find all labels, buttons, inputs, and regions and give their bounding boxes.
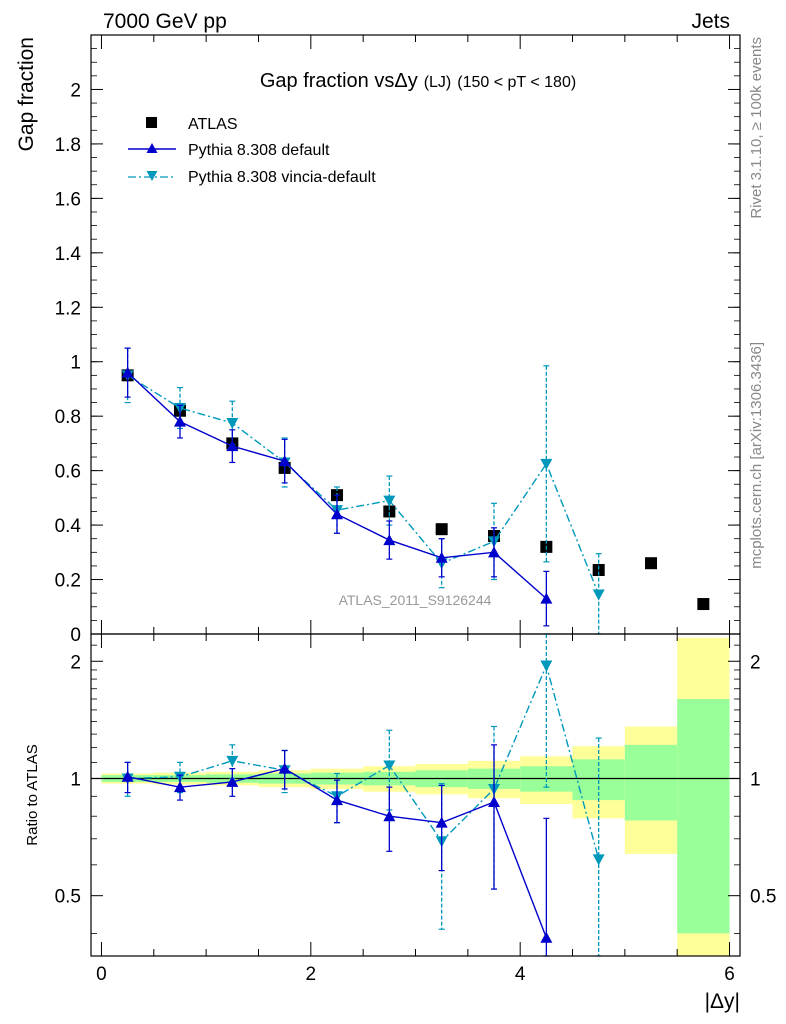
vincia-default-point	[592, 589, 605, 601]
main-ytick-label: 0.6	[55, 462, 81, 483]
main-ytick-label: 0.4	[55, 516, 82, 537]
header-energy-label: 7000 GeV pp	[103, 10, 227, 33]
main-ytick-label: 1.4	[55, 244, 82, 265]
ratio-pythia-default-point	[226, 775, 239, 787]
pythia-default-point	[383, 534, 396, 546]
ratio-ytick-label-right: 0.5	[750, 887, 776, 908]
ratio-pythia-default-point	[173, 781, 186, 793]
pythia-default-point	[278, 455, 291, 467]
pythia-default-point	[121, 366, 134, 378]
ratio-band-green	[624, 744, 678, 821]
legend-label-default: Pythia 8.308 default	[188, 142, 330, 159]
main-chart-title-text: Gap fraction vs	[260, 70, 395, 92]
main-ytick-label: 0.8	[55, 407, 81, 428]
legend-label-vincia: Pythia 8.308 vincia-default	[188, 169, 376, 186]
ratio-pythia-default-point	[488, 796, 501, 808]
main-chart-title-suffix-small: (LJ)	[424, 74, 452, 91]
ratio-vincia-default-line	[127, 663, 600, 860]
ratio-ytick-label-right: 1	[750, 769, 761, 790]
x-axis-label: |Δy|	[705, 990, 740, 1013]
ratio-uncertainty-bands	[101, 637, 730, 956]
main-ytick-label: 1.8	[55, 135, 81, 156]
ratio-panel-frame	[90, 633, 741, 957]
pythia-default-line	[127, 372, 547, 600]
ratio-band-green	[677, 699, 730, 934]
legend-marker-vincia	[146, 171, 158, 181]
main-ytick-label: 2	[70, 80, 81, 101]
main-legend: ATLAS Pythia 8.308 default Pythia 8.308 …	[128, 116, 376, 186]
ratio-series-layer	[121, 633, 605, 957]
ratio-pythia-default-point	[121, 770, 134, 782]
ratio-ytick-label: 0.5	[55, 887, 81, 908]
atlas-data-point	[383, 505, 396, 518]
x-tick-label: 2	[306, 964, 317, 985]
atlas-data-point	[645, 557, 658, 570]
ratio-pythia-default-point	[435, 816, 448, 828]
main-chart-title-symbol: Δy	[394, 70, 417, 92]
ratio-vincia-default-point	[540, 660, 553, 672]
main-y-axis-label: Gap fraction	[15, 37, 38, 151]
main-ytick-label: 1	[70, 353, 81, 374]
ratio-ytick-label: 1	[70, 769, 81, 790]
ratio-ytick-label: 2	[70, 652, 81, 673]
ratio-ytick-label-right: 2	[750, 652, 761, 673]
main-ytick-label: 0.2	[55, 571, 81, 592]
vincia-default-point	[540, 458, 553, 470]
main-ytick-labels: 0 0.2 0.4 0.6 0.8 1 1.2 1.4 1.6 1.8 2	[55, 80, 82, 646]
ratio-y-axis-label: Ratio to ATLAS	[24, 744, 41, 845]
ratio-vincia-default-point	[383, 760, 396, 772]
ratio-pythia-default-point	[383, 810, 396, 822]
ratio-pythia-default-point	[540, 931, 553, 943]
ratio-axis-ticks	[91, 634, 740, 956]
ratio-panel: 0.5 0.5 1 1 2 2 0 2 4 6 Ratio to ATLAS |Δy|	[24, 633, 777, 1013]
legend-marker-atlas	[146, 117, 157, 128]
main-chart-title: Gap fraction vsΔy (LJ) (150 < pT < 180)	[260, 70, 576, 92]
vincia-default-line	[127, 374, 600, 595]
main-ytick-label: 1.2	[55, 298, 81, 319]
legend-marker-default	[146, 143, 158, 153]
ratio-vincia-default-point	[226, 755, 239, 767]
ratio-pythia-default-point	[278, 762, 291, 774]
header-process-label: Jets	[691, 10, 730, 33]
x-tick-labels: 0 2 4 6	[96, 964, 735, 985]
pythia-default-point	[173, 415, 186, 427]
pythia-default-point	[435, 551, 448, 563]
vincia-default-point	[383, 495, 396, 507]
main-ytick-label: 1.6	[55, 189, 81, 210]
pythia-default-point	[330, 508, 343, 520]
vincia-default-point	[226, 417, 239, 429]
atlas-data-point	[592, 564, 605, 577]
rivet-version-label: Rivet 3.1.10, ≥ 100k events	[748, 37, 765, 219]
main-watermark: ATLAS_2011_S9126244	[339, 592, 492, 608]
pythia-default-point	[226, 440, 239, 452]
atlas-data-point	[435, 523, 448, 536]
pythia-default-point	[540, 592, 553, 604]
x-tick-label: 4	[515, 964, 526, 985]
mcplots-reference-label: mcplots.cern.ch [arXiv:1306.3436]	[748, 342, 765, 569]
pythia-default-point	[488, 546, 501, 558]
legend-label-atlas: ATLAS	[188, 116, 238, 133]
main-ytick-label: 0	[70, 625, 81, 646]
ratio-vincia-default-point	[592, 854, 605, 866]
ratio-ytick-labels: 0.5 0.5 1 1 2 2	[55, 652, 777, 907]
main-panel: 0 0.2 0.4 0.6 0.8 1 1.2 1.4 1.6 1.8 2 ATLAS_2011_S…	[15, 34, 741, 646]
main-chart-title-suffix: (150 < pT < 180)	[457, 74, 576, 91]
ratio-pythia-default-point	[330, 794, 343, 806]
main-series-layer	[121, 347, 710, 635]
x-tick-label: 6	[724, 964, 735, 985]
x-tick-label: 0	[96, 964, 107, 985]
atlas-data-point	[697, 598, 710, 611]
